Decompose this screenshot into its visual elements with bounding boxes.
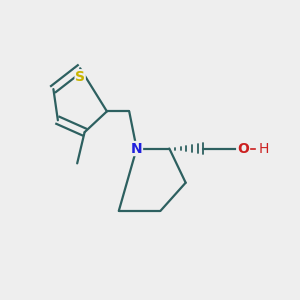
Text: S: S (75, 70, 85, 84)
Text: N: N (131, 142, 142, 155)
Text: O: O (237, 142, 249, 155)
Text: H: H (259, 142, 269, 155)
